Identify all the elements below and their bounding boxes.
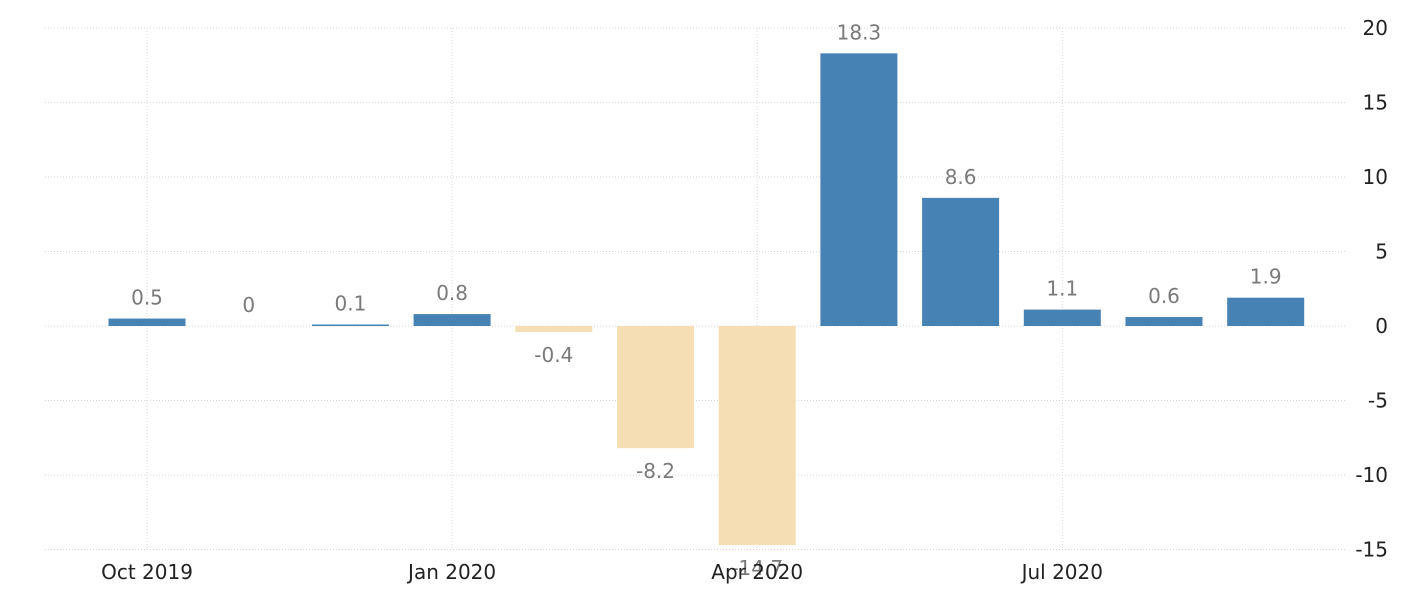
- data-label-layer: 0.5 0 0.1 0.8 -0.4 -8.2 -14.7 18.3 8.6 1.1 0.6 1.9: [131, 20, 1282, 580]
- bar-sep-2020: [1227, 297, 1305, 326]
- data-label: 8.6: [945, 165, 977, 189]
- data-label: 0.1: [334, 292, 366, 316]
- data-label: -8.2: [636, 459, 675, 483]
- y-tick-label: -10: [1355, 463, 1388, 487]
- y-axis: 20 15 10 5 0 -5 -10 -15: [1355, 16, 1388, 562]
- y-tick-label: -15: [1355, 538, 1388, 562]
- x-tick-label: Oct 2019: [101, 560, 193, 584]
- bar-may-2020: [820, 53, 898, 327]
- x-tick-label: Apr 2020: [711, 560, 803, 584]
- bar-mar-2020: [617, 326, 694, 449]
- bar-aug-2020: [1125, 317, 1203, 326]
- bar-jun-2020: [922, 197, 1000, 326]
- data-label: -14.7: [731, 556, 783, 580]
- data-label: 0.6: [1148, 284, 1180, 308]
- data-label: 1.1: [1046, 277, 1078, 301]
- y-tick-label: -5: [1368, 389, 1388, 413]
- data-label: 0: [242, 293, 255, 317]
- data-label: 0.5: [131, 286, 163, 310]
- x-tick-label: Jul 2020: [1020, 560, 1103, 584]
- data-label: 1.9: [1250, 265, 1282, 289]
- bar-dec-2019: [311, 324, 389, 326]
- bar-oct-2019: [108, 318, 186, 326]
- data-label: 0.8: [436, 281, 468, 305]
- x-tick-label: Jan 2020: [406, 560, 496, 584]
- y-tick-label: 5: [1375, 240, 1388, 264]
- bar-jan-2020: [413, 314, 491, 326]
- bar-layer: [108, 53, 1305, 546]
- bar-feb-2020: [515, 326, 593, 332]
- bar-jul-2020: [1023, 309, 1101, 326]
- y-tick-label: 10: [1363, 165, 1388, 189]
- bar-apr-2020: [718, 326, 796, 546]
- y-tick-label: 15: [1363, 91, 1388, 115]
- data-label: -0.4: [534, 343, 573, 367]
- data-label: 18.3: [837, 20, 882, 44]
- x-axis: Oct 2019 Jan 2020 Apr 2020 Jul 2020: [101, 560, 1103, 584]
- y-tick-label: 0: [1375, 314, 1388, 338]
- y-tick-label: 20: [1363, 16, 1388, 40]
